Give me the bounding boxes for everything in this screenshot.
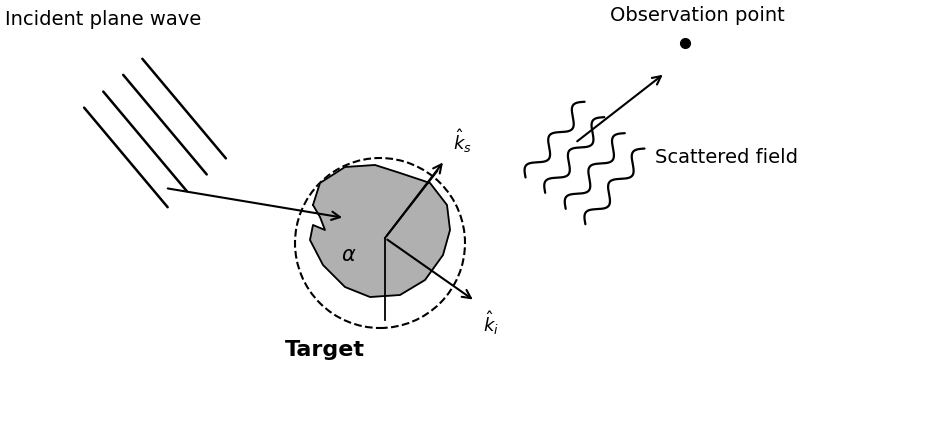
Polygon shape: [310, 165, 450, 297]
Text: α: α: [342, 245, 355, 265]
Text: Incident plane wave: Incident plane wave: [5, 10, 201, 29]
Text: Target: Target: [285, 340, 365, 360]
Text: Observation point: Observation point: [610, 6, 785, 25]
Text: Scattered field: Scattered field: [655, 148, 798, 167]
Text: $\hat{k}_i$: $\hat{k}_i$: [483, 309, 499, 337]
Text: $\hat{k}_s$: $\hat{k}_s$: [452, 128, 471, 155]
